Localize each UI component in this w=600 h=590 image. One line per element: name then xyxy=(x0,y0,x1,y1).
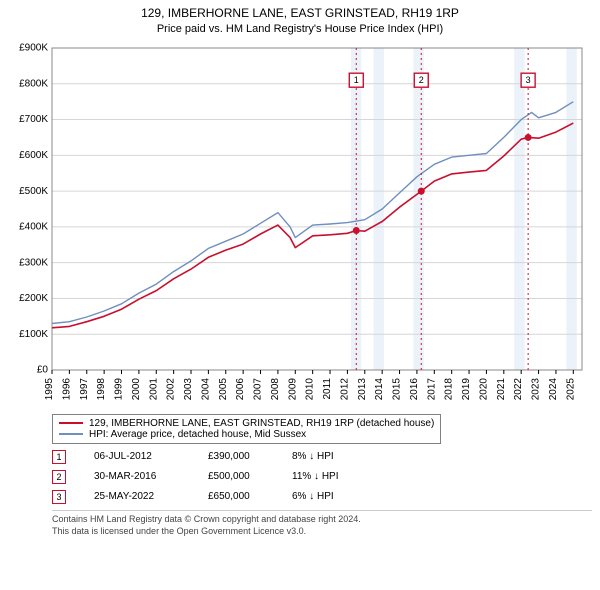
svg-text:1999: 1999 xyxy=(114,377,125,400)
sale-date: 06-JUL-2012 xyxy=(94,451,180,462)
svg-text:2013: 2013 xyxy=(357,377,368,400)
chart-svg: £0 £100K £200K £300K £400K £500K £600K £700K £80… xyxy=(8,40,592,410)
svg-text:2011: 2011 xyxy=(322,377,333,399)
svg-text:1997: 1997 xyxy=(79,377,90,400)
svg-text:2006: 2006 xyxy=(235,377,246,400)
legend-label: HPI: Average price, detached house, Mid … xyxy=(89,429,306,440)
legend-swatch xyxy=(59,433,83,435)
sales-table: 1 06-JUL-2012 £390,000 8% ↓ HPI 2 30-MAR-2016… xyxy=(52,450,592,504)
svg-text:£400K: £400K xyxy=(19,221,48,232)
svg-text:2007: 2007 xyxy=(253,377,264,400)
citation-line2: This data is licensed under the Open Gov… xyxy=(52,526,592,538)
svg-text:2005: 2005 xyxy=(218,377,229,400)
svg-text:£0: £0 xyxy=(37,365,49,376)
svg-text:2009: 2009 xyxy=(287,377,298,400)
sale-marker: 3 xyxy=(52,490,66,504)
svg-text:£600K: £600K xyxy=(19,150,48,161)
sale-price: £500,000 xyxy=(208,471,264,482)
sale-row: 1 06-JUL-2012 £390,000 8% ↓ HPI xyxy=(52,450,592,464)
svg-text:2016: 2016 xyxy=(409,377,420,400)
svg-text:2003: 2003 xyxy=(183,377,194,400)
svg-text:2001: 2001 xyxy=(148,377,159,400)
svg-text:1: 1 xyxy=(354,75,359,85)
sale-row: 2 30-MAR-2016 £500,000 11% ↓ HPI xyxy=(52,470,592,484)
sale-marker: 2 xyxy=(52,470,66,484)
svg-text:2008: 2008 xyxy=(270,377,281,400)
legend-row: HPI: Average price, detached house, Mid … xyxy=(59,429,434,440)
svg-text:2020: 2020 xyxy=(478,377,489,400)
sale-price: £390,000 xyxy=(208,451,264,462)
svg-text:1998: 1998 xyxy=(96,377,107,400)
svg-text:2024: 2024 xyxy=(548,377,559,400)
svg-text:2004: 2004 xyxy=(200,377,211,400)
legend-row: 129, IMBERHORNE LANE, EAST GRINSTEAD, RH… xyxy=(59,418,434,429)
svg-text:£500K: £500K xyxy=(19,186,48,197)
svg-text:1995: 1995 xyxy=(44,377,55,400)
svg-text:2002: 2002 xyxy=(166,377,177,400)
sale-diff: 6% ↓ HPI xyxy=(292,491,372,502)
sale-date: 25-MAY-2022 xyxy=(94,491,180,502)
chart-title: 129, IMBERHORNE LANE, EAST GRINSTEAD, RH… xyxy=(8,6,592,22)
svg-text:2025: 2025 xyxy=(565,377,576,400)
svg-text:2017: 2017 xyxy=(426,377,437,400)
svg-text:£200K: £200K xyxy=(19,293,48,304)
svg-text:£900K: £900K xyxy=(19,43,48,54)
sale-diff: 11% ↓ HPI xyxy=(292,471,372,482)
sale-price: £650,000 xyxy=(208,491,264,502)
sale-marker: 1 xyxy=(52,450,66,464)
sale-date: 30-MAR-2016 xyxy=(94,471,180,482)
svg-text:2019: 2019 xyxy=(461,377,472,400)
sale-diff: 8% ↓ HPI xyxy=(292,451,372,462)
svg-text:£700K: £700K xyxy=(19,114,48,125)
chart-subtitle: Price paid vs. HM Land Registry's House … xyxy=(8,22,592,36)
svg-text:2021: 2021 xyxy=(496,377,507,400)
chart: £0 £100K £200K £300K £400K £500K £600K £700K £80… xyxy=(8,40,592,410)
citation-line1: Contains HM Land Registry data © Crown c… xyxy=(52,514,592,526)
legend-swatch xyxy=(59,422,83,424)
svg-text:2022: 2022 xyxy=(513,377,524,400)
svg-text:2010: 2010 xyxy=(305,377,316,400)
legend-label: 129, IMBERHORNE LANE, EAST GRINSTEAD, RH… xyxy=(89,418,434,429)
svg-text:2018: 2018 xyxy=(444,377,455,400)
svg-text:2012: 2012 xyxy=(339,377,350,400)
sale-row: 3 25-MAY-2022 £650,000 6% ↓ HPI xyxy=(52,490,592,504)
svg-text:£100K: £100K xyxy=(19,329,48,340)
svg-text:3: 3 xyxy=(526,75,531,85)
citation: Contains HM Land Registry data © Crown c… xyxy=(52,510,592,537)
svg-text:2014: 2014 xyxy=(374,377,385,400)
svg-text:2023: 2023 xyxy=(531,377,542,400)
svg-text:1996: 1996 xyxy=(61,377,72,400)
svg-text:£800K: £800K xyxy=(19,78,48,89)
svg-text:2015: 2015 xyxy=(392,377,403,400)
legend: 129, IMBERHORNE LANE, EAST GRINSTEAD, RH… xyxy=(52,414,441,444)
svg-text:£300K: £300K xyxy=(19,257,48,268)
svg-text:2000: 2000 xyxy=(131,377,142,400)
svg-text:2: 2 xyxy=(419,75,424,85)
